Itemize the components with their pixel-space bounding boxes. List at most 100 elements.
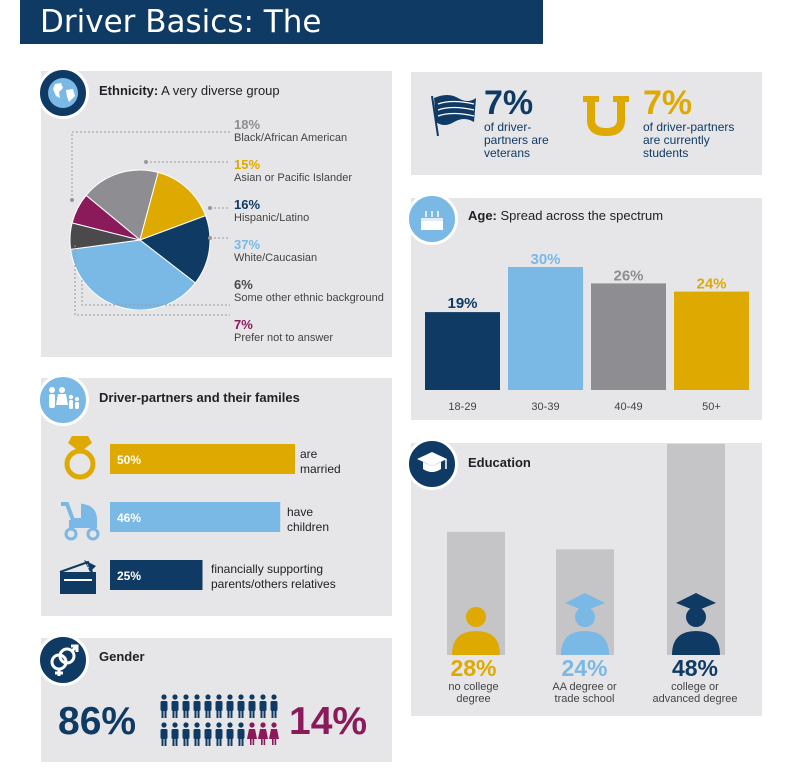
legend-label: Asian or Pacific Islander bbox=[234, 172, 352, 184]
family-bar bbox=[110, 444, 295, 474]
stroller-icon bbox=[53, 498, 103, 547]
education-title: Education bbox=[468, 455, 531, 470]
pie-slice-3 bbox=[138, 214, 211, 284]
family-bar bbox=[110, 560, 203, 590]
graduate-person-icon bbox=[561, 593, 609, 655]
gender-icon bbox=[37, 634, 89, 686]
ethnicity-title: Ethnicity: A very diverse group bbox=[99, 83, 280, 98]
edu-item: 28% no college degree bbox=[431, 655, 516, 705]
age-bar-50+ bbox=[674, 291, 749, 390]
stats-panel bbox=[411, 72, 762, 175]
family-icon bbox=[37, 374, 89, 426]
page-title: Driver Basics: The Demographics bbox=[20, 0, 543, 84]
legend-label: Prefer not to answer bbox=[234, 332, 334, 344]
family-bar-label: 46% bbox=[117, 511, 141, 525]
ethnicity-pie-chart bbox=[69, 169, 211, 310]
edu-label-1: college or bbox=[671, 681, 719, 693]
male-person-icon bbox=[204, 722, 212, 746]
flag-icon bbox=[428, 92, 478, 143]
education-labels: 28% no college degree 24% AA degree or t… bbox=[411, 655, 762, 715]
legend-item: 15% Asian or Pacific Islander bbox=[234, 157, 394, 197]
legend-pct: 37% bbox=[234, 237, 261, 252]
male-person-icon bbox=[259, 694, 267, 718]
male-person-icon bbox=[215, 722, 223, 746]
edu-item: 24% AA degree or trade school bbox=[537, 655, 632, 705]
students-pct: 7% bbox=[643, 84, 693, 122]
students-text: of driver-partners are currently student… bbox=[643, 120, 735, 160]
legend-item: 16% Hispanic/Latino bbox=[234, 197, 394, 237]
legend-label: White/Caucasian bbox=[234, 252, 318, 264]
family-text-support: financially supporting parents/others re… bbox=[211, 562, 336, 591]
male-person-icon bbox=[160, 722, 168, 746]
graduate-person-icon bbox=[672, 593, 720, 655]
legend-item: 37% White/Caucasian bbox=[234, 237, 394, 277]
legend-pct: 18% bbox=[234, 117, 261, 132]
families-panel bbox=[41, 378, 392, 616]
family-bars: 50% 46% 25% bbox=[110, 444, 295, 590]
education-chart bbox=[447, 443, 725, 655]
family-text-children: have children bbox=[287, 505, 330, 534]
edu-label-2: trade school bbox=[554, 693, 615, 705]
legend-pct: 6% bbox=[234, 277, 253, 292]
legend-pct: 15% bbox=[234, 157, 261, 172]
pie-slice-2 bbox=[139, 171, 207, 241]
male-person-icon bbox=[171, 722, 179, 746]
age-title: Age: Spread across the spectrum bbox=[468, 208, 664, 223]
age-bar-label: 26% bbox=[613, 267, 643, 284]
gender-title: Gender bbox=[99, 649, 145, 664]
male-person-icon bbox=[237, 694, 245, 718]
edu-label-2: degree bbox=[456, 693, 491, 705]
pie-leader-lines bbox=[70, 131, 230, 316]
age-bar-30-39 bbox=[508, 267, 583, 390]
male-person-icon bbox=[182, 722, 190, 746]
graduate-person-icon bbox=[452, 607, 500, 655]
male-person-icon bbox=[160, 694, 168, 718]
age-bar-label: 24% bbox=[696, 276, 726, 293]
age-tick-label: 50+ bbox=[702, 401, 721, 413]
male-person-icon bbox=[193, 722, 201, 746]
family-bar bbox=[110, 502, 281, 532]
legend-pct: 7% bbox=[234, 317, 253, 332]
female-person-icon bbox=[247, 722, 257, 745]
age-bar-label: 30% bbox=[530, 251, 560, 268]
wallet-icon: $ bbox=[58, 558, 100, 601]
female-person-icon bbox=[269, 722, 279, 745]
male-person-icon bbox=[226, 694, 234, 718]
pie-slice-6 bbox=[71, 194, 141, 241]
male-person-icon bbox=[204, 694, 212, 718]
legend-label: Some other ethnic background bbox=[234, 292, 384, 304]
edu-label-2: advanced degree bbox=[652, 693, 738, 705]
edu-label-1: no college bbox=[448, 681, 499, 693]
edu-label-1: AA degree or bbox=[552, 681, 617, 693]
legend-label: Black/African American bbox=[234, 132, 348, 144]
female-pct: 14% bbox=[289, 700, 368, 743]
ring-icon bbox=[60, 434, 100, 487]
graduation-cap-icon bbox=[406, 438, 458, 490]
age-bar-40-49 bbox=[591, 283, 666, 390]
legend-item: 7% Prefer not to answer bbox=[234, 317, 394, 357]
legend-item: 6% Some other ethnic background bbox=[234, 277, 394, 317]
legend-item: 18% Black/African American bbox=[234, 117, 394, 157]
edu-pct: 48% bbox=[671, 655, 719, 681]
edu-pct: 24% bbox=[561, 655, 608, 681]
male-person-icon bbox=[193, 694, 201, 718]
veterans-text: of driver-partners are veterans bbox=[484, 120, 549, 160]
age-tick-label: 18-29 bbox=[448, 401, 476, 413]
edu-item: 48% college or advanced degree bbox=[640, 655, 750, 705]
age-bar-18-29 bbox=[425, 312, 500, 390]
age-bar-chart: 19% 18-29 30% 30-39 26% 40-49 24% 50+ bbox=[425, 251, 749, 413]
university-icon bbox=[581, 94, 631, 143]
male-person-icon bbox=[171, 694, 179, 718]
pie-slice-1 bbox=[85, 169, 159, 241]
legend-pct: 16% bbox=[234, 197, 261, 212]
edu-pct: 28% bbox=[450, 655, 497, 681]
family-text-married: are married bbox=[300, 447, 341, 476]
age-bar-label: 19% bbox=[447, 295, 477, 312]
male-person-icon bbox=[248, 694, 256, 718]
ethnicity-legend: 18% Black/African American 15% Asian or Pa… bbox=[234, 117, 394, 357]
globe-icon bbox=[37, 67, 89, 119]
male-person-icon bbox=[182, 694, 190, 718]
male-person-icon bbox=[226, 722, 234, 746]
gender-people-grid bbox=[160, 694, 279, 746]
family-bar-label: 25% bbox=[117, 569, 141, 583]
